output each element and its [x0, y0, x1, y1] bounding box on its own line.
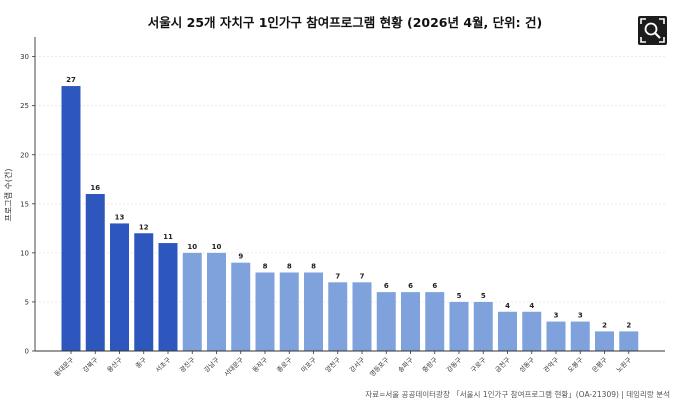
x-tick-label: 동작구: [250, 355, 269, 374]
bar: [85, 194, 105, 351]
value-label: 2: [602, 321, 607, 329]
bar: [231, 262, 251, 351]
value-label: 4: [529, 302, 534, 310]
value-label: 3: [578, 312, 583, 320]
value-label: 8: [311, 263, 316, 271]
bar: [182, 252, 202, 351]
value-label: 8: [287, 263, 292, 271]
bar: [498, 311, 517, 351]
value-label: 6: [432, 282, 437, 290]
x-tick-label: 강서구: [347, 355, 366, 374]
x-tick-label: 영등포구: [367, 355, 390, 378]
y-tick-label: 5: [25, 298, 29, 306]
x-tick-label: 도봉구: [566, 356, 584, 374]
y-tick-label: 15: [20, 200, 29, 208]
axes: [34, 37, 665, 352]
zoom-button[interactable]: [638, 16, 667, 45]
x-tick-label: 송파구: [396, 355, 415, 374]
bar: [304, 272, 323, 351]
chart-title: 서울시 25개 자치구 1인가구 참여프로그램 현황 (2026년 4월, 단위…: [147, 15, 543, 30]
bar: [110, 223, 129, 351]
bar: [207, 252, 226, 351]
y-tick-label: 10: [20, 249, 29, 257]
bar: [449, 301, 469, 351]
value-label: 10: [187, 243, 197, 251]
x-tick-label: 노원구: [614, 355, 633, 374]
x-tick-label: 은평구: [590, 355, 609, 374]
x-tick-label: 서대문구: [222, 355, 245, 378]
x-tick-label: 마포구: [299, 355, 318, 374]
value-label: 3: [554, 312, 559, 320]
bar: [473, 301, 493, 351]
bar: [255, 272, 275, 351]
bar: [595, 331, 614, 351]
y-axis-label: 프로그램 수(건): [3, 169, 13, 222]
x-tick-label: 동대문구: [53, 356, 76, 379]
value-label: 11: [163, 233, 173, 241]
bar: [619, 331, 639, 351]
bar: [352, 282, 372, 351]
value-label: 2: [626, 321, 631, 329]
x-tick-label: 양천구: [323, 355, 342, 374]
bar: [328, 282, 348, 351]
bar: [61, 86, 81, 351]
x-tick-label: 관악구: [541, 355, 560, 374]
bar: [158, 243, 178, 351]
x-tick-label: 성동구: [517, 355, 536, 374]
x-tick-label: 금천구: [493, 355, 512, 374]
x-tick-label: 광진구: [178, 355, 197, 374]
bars: [61, 86, 639, 351]
source-note: 자료=서울 공공데이터광장 「서울시 1인가구 참여프로그램 현황」(OA-21…: [365, 390, 670, 399]
bar: [279, 272, 299, 351]
value-label: 9: [238, 253, 243, 261]
value-label: 13: [115, 213, 125, 221]
value-label: 5: [457, 292, 462, 300]
value-label: 8: [263, 263, 268, 271]
bar: [134, 233, 154, 351]
value-labels: 27 16 13 12 11 10 10 9 8 8 8 7 7 6 6 6 5 5 4 4 3 3 2 2: [66, 76, 631, 329]
bar: [522, 311, 542, 351]
value-label: 7: [335, 272, 340, 280]
x-tick-label: 용산구: [105, 355, 124, 374]
bar: [546, 321, 566, 351]
x-tick-label: 중구: [134, 356, 148, 370]
x-tick-label: 종로구: [275, 356, 293, 374]
x-tick-label: 서초구: [153, 355, 172, 374]
grid-lines: [35, 56, 665, 303]
bar: [570, 321, 590, 351]
y-tick-label: 30: [20, 53, 29, 61]
bar: [376, 292, 396, 351]
y-tick-label: 0: [25, 348, 29, 356]
x-tick-label: 강북구: [81, 355, 100, 374]
y-tick-labels: 0 5 10 15 20 25 30: [20, 53, 35, 356]
x-tick-label: 중랑구: [421, 356, 439, 374]
x-tick-label: 강남구: [202, 355, 221, 374]
x-tick-label: 강동구: [444, 355, 463, 374]
value-label: 7: [360, 272, 365, 280]
value-label: 4: [505, 302, 510, 310]
zoom-icon: [640, 18, 665, 43]
value-label: 16: [90, 184, 100, 192]
x-tick-label: 구로구: [469, 356, 487, 374]
bar: [401, 292, 420, 351]
bar: [425, 292, 445, 351]
value-label: 27: [66, 76, 76, 84]
y-tick-label: 25: [20, 102, 29, 110]
x-tick-labels: 동대문구 강북구 용산구 중구 서초구 광진구 강남구 서대문구 동작구 종로구 마포구 양천구 강서구…: [53, 351, 633, 378]
value-label: 5: [481, 292, 486, 300]
value-label: 6: [408, 282, 413, 290]
value-label: 10: [212, 243, 222, 251]
value-label: 6: [384, 282, 389, 290]
value-label: 12: [139, 223, 149, 231]
y-tick-label: 20: [20, 151, 29, 159]
